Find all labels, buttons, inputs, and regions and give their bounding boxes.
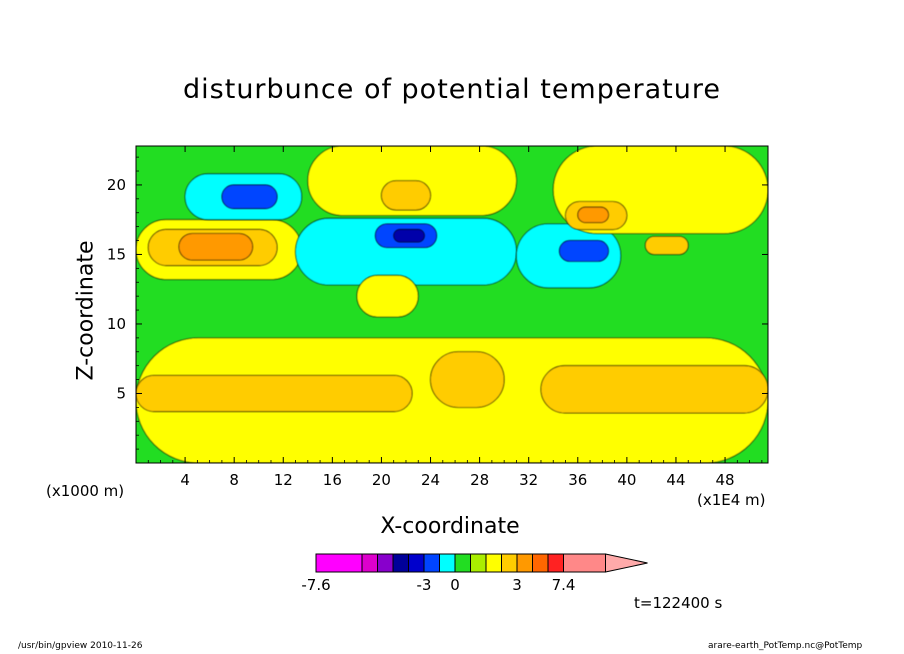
z-unit-label: (x1000 m)	[46, 482, 125, 500]
colorbar-label: 3	[512, 576, 522, 594]
x-tick-label: 16	[323, 471, 342, 489]
x-tick-label: 44	[666, 471, 685, 489]
x-tick-label: 48	[716, 471, 735, 489]
contour-region	[356, 274, 419, 318]
colorbar-swatch	[361, 553, 378, 573]
colorbar-swatch	[501, 553, 518, 573]
plot-frame	[135, 145, 769, 464]
chart-title: disturbunce of potential temperature	[183, 74, 721, 105]
footer-program-info: /usr/bin/gpview 2010-11-26	[18, 641, 143, 651]
x-tick-label: 24	[421, 471, 440, 489]
x-axis-label: X-coordinate	[380, 514, 520, 539]
colorbar-swatch	[439, 553, 456, 573]
colorbar-arrow	[605, 553, 648, 573]
x-tick-label: 32	[519, 471, 538, 489]
colorbar: -7.6 -3 0 3 7.4	[301, 553, 648, 594]
y-tick-label: 5	[116, 384, 126, 402]
colorbar-swatch	[532, 553, 549, 573]
x-tick-label: 8	[229, 471, 239, 489]
y-tick-label: 15	[107, 245, 126, 263]
colorbar-swatch	[454, 553, 471, 573]
colorbar-label: 0	[450, 576, 460, 594]
colorbar-label: -3	[417, 576, 432, 594]
colorbar-label: 7.4	[552, 576, 576, 594]
x-tick-label: 28	[470, 471, 489, 489]
y-tick-label: 10	[107, 315, 126, 333]
contour-region	[540, 365, 768, 414]
colorbar-swatch	[392, 553, 409, 573]
contour-region	[430, 351, 505, 408]
colorbar-swatch	[470, 553, 487, 573]
x-unit-label: (x1E4 m)	[697, 491, 766, 509]
colorbar-swatch	[315, 553, 363, 573]
contour-region	[577, 206, 609, 223]
y-axis-label: Z-coordinate	[73, 240, 99, 381]
time-label: t=122400 s	[634, 594, 723, 612]
colorbar-swatch	[423, 553, 440, 573]
x-tick-label: 4	[180, 471, 190, 489]
colorbar-swatch	[516, 553, 533, 573]
footer-file-info: arare-earth_PotTemp.nc@PotTemp	[708, 641, 863, 651]
colorbar-label: -7.6	[301, 576, 330, 594]
contour-region	[644, 235, 689, 255]
colorbar-swatch	[485, 553, 502, 573]
x-tick-label: 36	[568, 471, 587, 489]
x-tick-label: 12	[274, 471, 293, 489]
colorbar-swatch	[408, 553, 425, 573]
x-tick-label: 40	[617, 471, 636, 489]
plot-area	[136, 146, 768, 463]
contour-region	[393, 229, 425, 243]
colorbar-swatch	[563, 553, 606, 573]
contour-region	[221, 184, 278, 209]
colorbar-swatch	[547, 553, 564, 573]
contour-region	[178, 233, 253, 261]
contour-region	[381, 180, 431, 211]
contour-region	[558, 240, 609, 262]
x-tick-label: 20	[372, 471, 391, 489]
y-tick-label: 20	[107, 176, 126, 194]
contour-region	[136, 375, 413, 412]
colorbar-swatch	[377, 553, 394, 573]
